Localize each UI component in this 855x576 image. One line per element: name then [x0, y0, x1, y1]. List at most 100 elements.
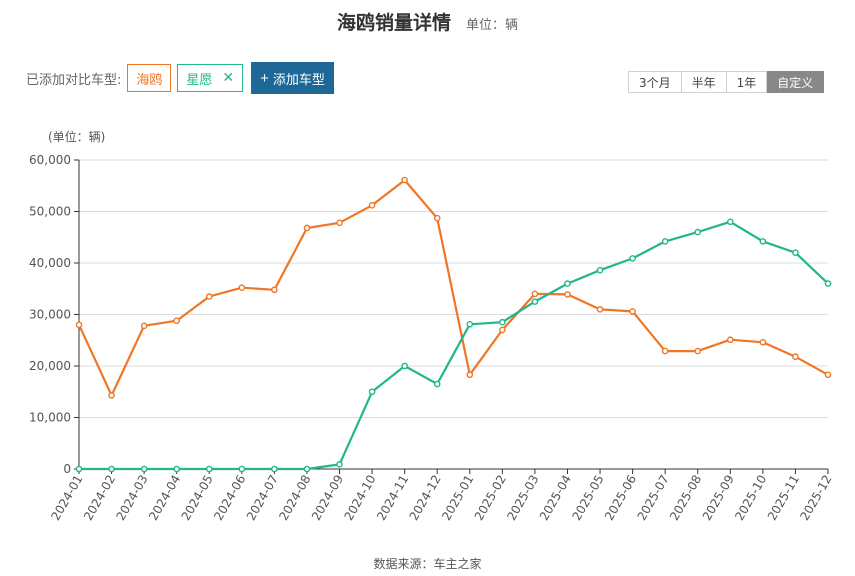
- data-point[interactable]: [759, 238, 767, 245]
- x-tick-label: 2025-11: [765, 473, 802, 523]
- x-tick-label: 2024-01: [48, 473, 85, 523]
- range-3-months[interactable]: 3个月: [628, 71, 682, 93]
- data-point[interactable]: [661, 347, 669, 355]
- data-point[interactable]: [303, 465, 311, 473]
- x-tick-label: 2025-03: [504, 473, 541, 523]
- x-tick-label: 2024-04: [146, 473, 183, 523]
- data-point[interactable]: [75, 321, 83, 329]
- x-tick-label: 2024-03: [114, 473, 151, 523]
- x-tick-label: 2024-08: [276, 473, 313, 523]
- sales-line-chart: 0 10,000 20,000 30,000 40,000 50,000 60,000 202…: [29, 153, 835, 523]
- x-tick-label: 2024-05: [179, 473, 216, 523]
- data-point[interactable]: [433, 214, 441, 222]
- model-chip-xingyuan[interactable]: 星愿 ✕: [177, 64, 244, 92]
- x-tick-label: 2025-01: [439, 472, 476, 522]
- x-tick-label: 2025-07: [635, 473, 672, 523]
- compare-label: 已添加对比车型:: [26, 72, 122, 88]
- data-point[interactable]: [140, 465, 148, 473]
- data-point[interactable]: [173, 317, 180, 324]
- data-point[interactable]: [271, 465, 278, 473]
- data-point[interactable]: [629, 255, 636, 262]
- x-tick-label: 2024-09: [309, 473, 346, 523]
- data-point[interactable]: [564, 291, 571, 298]
- y-tick-label: 40,000: [29, 256, 71, 270]
- data-point[interactable]: [727, 336, 734, 344]
- x-tick-label: 2024-11: [374, 473, 411, 523]
- data-point[interactable]: [596, 266, 604, 274]
- model-chip-haiou[interactable]: 海鸥: [127, 64, 172, 92]
- series-lines: [75, 176, 832, 473]
- data-point[interactable]: [336, 461, 343, 468]
- data-point[interactable]: [531, 290, 539, 298]
- data-point[interactable]: [499, 326, 506, 334]
- model-chip-label: 星愿: [186, 72, 213, 88]
- data-point[interactable]: [303, 224, 311, 232]
- data-point[interactable]: [336, 219, 343, 227]
- x-tick-label: 2024-02: [81, 473, 118, 523]
- grid-lines: [79, 159, 828, 470]
- data-point[interactable]: [238, 284, 246, 292]
- data-point[interactable]: [824, 371, 832, 379]
- data-point[interactable]: [466, 371, 474, 379]
- data-point[interactable]: [205, 465, 213, 473]
- compare-bar: 已添加对比车型: 海鸥 星愿 ✕ + 添加车型: [26, 62, 334, 94]
- y-tick-label: 0: [63, 462, 71, 476]
- title-row: 海鸥销量详情 单位：辆: [0, 8, 855, 35]
- x-tick-label: 2024-07: [244, 473, 281, 523]
- data-point[interactable]: [727, 218, 734, 226]
- data-point[interactable]: [824, 280, 832, 287]
- x-tick-label: 2024-06: [211, 473, 248, 523]
- y-tick-label: 60,000: [29, 153, 71, 167]
- data-point[interactable]: [173, 465, 180, 473]
- y-axis-unit: (单位：辆): [48, 130, 106, 144]
- time-range-selector: 3个月 半年 1年 自定义: [628, 71, 825, 93]
- data-point[interactable]: [499, 318, 506, 326]
- x-tick-label: 2025-04: [537, 473, 574, 523]
- data-point[interactable]: [75, 465, 83, 473]
- y-tick-label: 30,000: [29, 308, 71, 322]
- data-point[interactable]: [596, 306, 604, 313]
- data-point[interactable]: [368, 202, 376, 209]
- series-line-1: [78, 179, 829, 397]
- add-model-button[interactable]: + 添加车型: [251, 62, 334, 94]
- x-tick-label: 2025-09: [700, 473, 737, 523]
- data-point[interactable]: [661, 238, 669, 245]
- data-point[interactable]: [629, 308, 636, 315]
- data-point[interactable]: [433, 380, 441, 388]
- y-tick-label: 10,000: [29, 411, 71, 425]
- close-icon[interactable]: ✕: [222, 70, 235, 86]
- data-point[interactable]: [401, 176, 408, 184]
- series-line-2: [79, 220, 829, 471]
- data-point[interactable]: [368, 388, 376, 396]
- data-point[interactable]: [205, 293, 213, 300]
- data-point[interactable]: [401, 362, 408, 370]
- data-point[interactable]: [531, 298, 539, 305]
- data-point[interactable]: [238, 465, 246, 473]
- data-point[interactable]: [792, 353, 799, 361]
- x-tick-label: 2025-08: [667, 473, 704, 523]
- data-point[interactable]: [108, 465, 115, 473]
- range-custom[interactable]: 自定义: [767, 71, 825, 93]
- y-tick-label: 20,000: [29, 359, 71, 373]
- data-point[interactable]: [694, 228, 702, 236]
- data-point[interactable]: [792, 249, 799, 256]
- x-tick-label: 2025-05: [569, 473, 606, 523]
- title-unit: 单位：辆: [466, 18, 519, 33]
- x-tick-label: 2024-12: [407, 473, 444, 523]
- data-point[interactable]: [759, 339, 767, 346]
- data-point[interactable]: [108, 392, 115, 399]
- plus-icon: +: [260, 69, 269, 87]
- data-point[interactable]: [466, 320, 474, 328]
- data-point[interactable]: [694, 347, 702, 355]
- y-tick-label: 50,000: [29, 205, 71, 219]
- page-title: 海鸥销量详情: [336, 12, 451, 34]
- axes: 0 10,000 20,000 30,000 40,000 50,000 60,000 202…: [29, 153, 835, 523]
- x-tick-label: 2025-12: [797, 473, 834, 523]
- x-tick-label: 2025-02: [472, 473, 509, 523]
- range-1-year[interactable]: 1年: [726, 71, 768, 93]
- range-half-year[interactable]: 半年: [681, 71, 727, 93]
- data-point[interactable]: [564, 280, 571, 287]
- model-chip-label: 海鸥: [136, 72, 163, 88]
- data-point[interactable]: [140, 322, 148, 330]
- data-point[interactable]: [271, 286, 278, 294]
